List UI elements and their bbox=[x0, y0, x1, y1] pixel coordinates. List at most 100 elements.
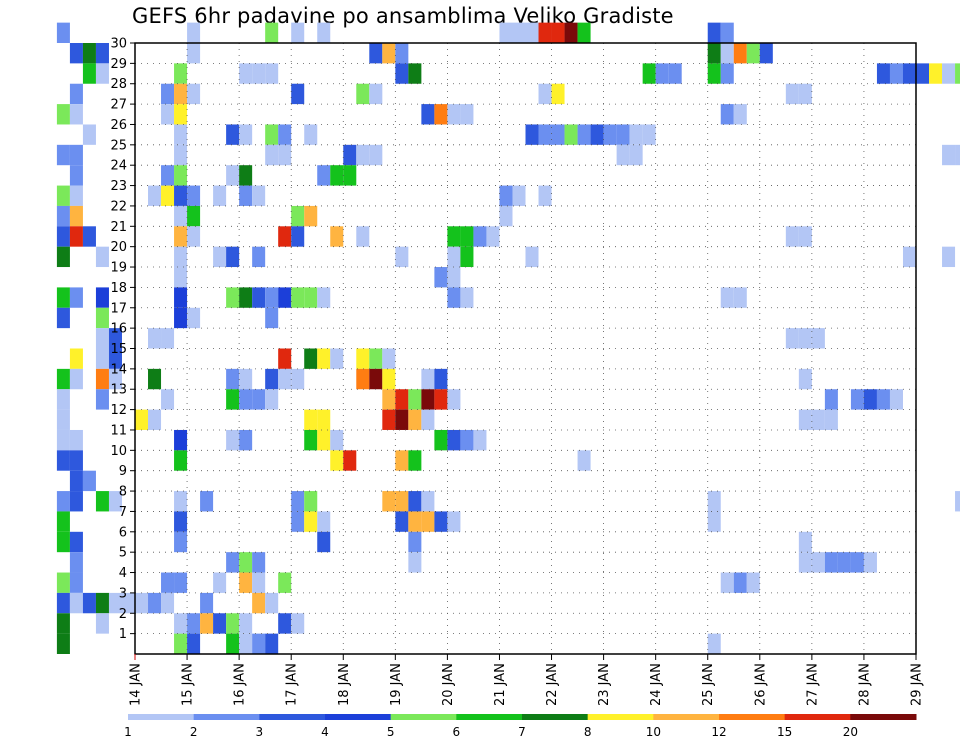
heatmap-cells bbox=[56, 22, 960, 654]
heatmap-cell bbox=[486, 226, 500, 247]
heatmap-cell bbox=[798, 328, 812, 349]
heatmap-cell bbox=[408, 409, 422, 430]
heatmap-cell bbox=[955, 63, 960, 84]
heatmap-cell bbox=[56, 531, 70, 553]
heatmap-cell bbox=[447, 267, 461, 288]
heatmap-cell bbox=[69, 552, 83, 573]
heatmap-cell bbox=[707, 63, 721, 84]
heatmap-cell bbox=[161, 572, 175, 593]
heatmap-cell bbox=[382, 43, 396, 64]
heatmap-cell bbox=[278, 613, 292, 634]
heatmap-cell bbox=[265, 144, 279, 166]
heatmap-cell bbox=[395, 450, 409, 471]
colorbar-label: 7 bbox=[518, 725, 526, 739]
heatmap-cell bbox=[174, 450, 188, 471]
heatmap-cell bbox=[200, 491, 214, 512]
heatmap-cell bbox=[942, 246, 956, 268]
heatmap-cell bbox=[226, 246, 240, 268]
heatmap-cell bbox=[408, 63, 422, 84]
heatmap-cell bbox=[174, 63, 188, 84]
heatmap-cell bbox=[343, 144, 357, 166]
heatmap-cell bbox=[69, 104, 83, 125]
heatmap-cell bbox=[382, 368, 396, 390]
heatmap-cell bbox=[95, 389, 109, 410]
x-axis-ticks: 14 JAN 15 JAN 16 JAN 17 JAN 18 JAN 19 JAN 20 J… bbox=[129, 654, 925, 706]
heatmap-cell bbox=[304, 511, 318, 532]
heatmap-cell bbox=[174, 287, 188, 308]
heatmap-cell bbox=[213, 246, 227, 268]
heatmap-cell bbox=[56, 633, 70, 654]
heatmap-cell bbox=[707, 633, 721, 654]
heatmap-cell bbox=[174, 124, 188, 145]
y-tick-label: 13 bbox=[110, 383, 127, 398]
y-tick-label: 1 bbox=[119, 627, 127, 642]
heatmap-cell bbox=[421, 511, 435, 532]
x-tick-label: 29 JAN bbox=[910, 663, 925, 706]
heatmap-cell bbox=[291, 491, 305, 512]
y-tick-label: 3 bbox=[119, 586, 127, 601]
heatmap-cell bbox=[811, 409, 825, 430]
heatmap-cell bbox=[82, 63, 96, 84]
heatmap-cell bbox=[746, 43, 760, 64]
heatmap-cell bbox=[538, 22, 552, 43]
heatmap-cell bbox=[538, 83, 552, 105]
heatmap-cell bbox=[161, 104, 175, 125]
y-tick-label: 24 bbox=[110, 159, 127, 174]
heatmap-cell bbox=[395, 63, 409, 84]
colorbar-swatch bbox=[850, 714, 917, 720]
heatmap-cell bbox=[460, 104, 474, 125]
heatmap-cell bbox=[226, 165, 240, 186]
heatmap-cell bbox=[252, 63, 266, 84]
heatmap-cell bbox=[356, 368, 370, 390]
y-tick-label: 8 bbox=[119, 485, 127, 500]
heatmap-cell bbox=[121, 592, 135, 614]
heatmap-cell bbox=[291, 226, 305, 247]
heatmap-cell bbox=[148, 409, 162, 430]
heatmap-cell bbox=[447, 104, 461, 125]
heatmap-cell bbox=[889, 63, 903, 84]
heatmap-cell bbox=[460, 287, 474, 308]
heatmap-cell bbox=[460, 226, 474, 247]
x-tick-label: 16 JAN bbox=[233, 663, 248, 706]
heatmap-cell bbox=[56, 246, 70, 268]
heatmap-cell bbox=[291, 511, 305, 532]
colorbar-swatch bbox=[784, 714, 851, 720]
heatmap-cell bbox=[135, 592, 149, 614]
heatmap-cell bbox=[837, 552, 851, 573]
heatmap-cell bbox=[187, 43, 201, 64]
heatmap-cell bbox=[56, 307, 70, 329]
heatmap-cell bbox=[447, 511, 461, 532]
x-tick-label: 21 JAN bbox=[493, 663, 508, 706]
heatmap-cell bbox=[265, 592, 279, 614]
heatmap-cell bbox=[56, 185, 70, 206]
heatmap-cell bbox=[161, 165, 175, 186]
heatmap-cell bbox=[798, 552, 812, 573]
heatmap-cell bbox=[265, 63, 279, 84]
heatmap-cell bbox=[239, 429, 253, 451]
heatmap-cell bbox=[95, 491, 109, 512]
heatmap-cell bbox=[603, 124, 617, 145]
heatmap-cell bbox=[395, 389, 409, 410]
y-tick-label: 18 bbox=[110, 281, 127, 296]
heatmap-cell bbox=[174, 633, 188, 654]
heatmap-cell bbox=[69, 429, 83, 451]
x-tick-label: 19 JAN bbox=[389, 663, 404, 706]
heatmap-cell bbox=[239, 185, 253, 206]
heatmap-cell bbox=[69, 185, 83, 206]
heatmap-cell bbox=[707, 511, 721, 532]
x-tick-label: 22 JAN bbox=[545, 663, 560, 706]
heatmap-cell bbox=[239, 63, 253, 84]
heatmap-cell bbox=[226, 613, 240, 634]
heatmap-cell bbox=[161, 83, 175, 105]
heatmap-cell bbox=[330, 429, 344, 451]
heatmap-cell bbox=[265, 389, 279, 410]
heatmap-cell bbox=[213, 185, 227, 206]
colorbar-label: 8 bbox=[584, 725, 592, 739]
heatmap-cell bbox=[108, 368, 122, 390]
heatmap-cell bbox=[291, 83, 305, 105]
heatmap-cell bbox=[239, 633, 253, 654]
colorbar-swatch bbox=[259, 714, 326, 720]
heatmap-cell bbox=[265, 124, 279, 145]
heatmap-cell bbox=[460, 429, 474, 451]
